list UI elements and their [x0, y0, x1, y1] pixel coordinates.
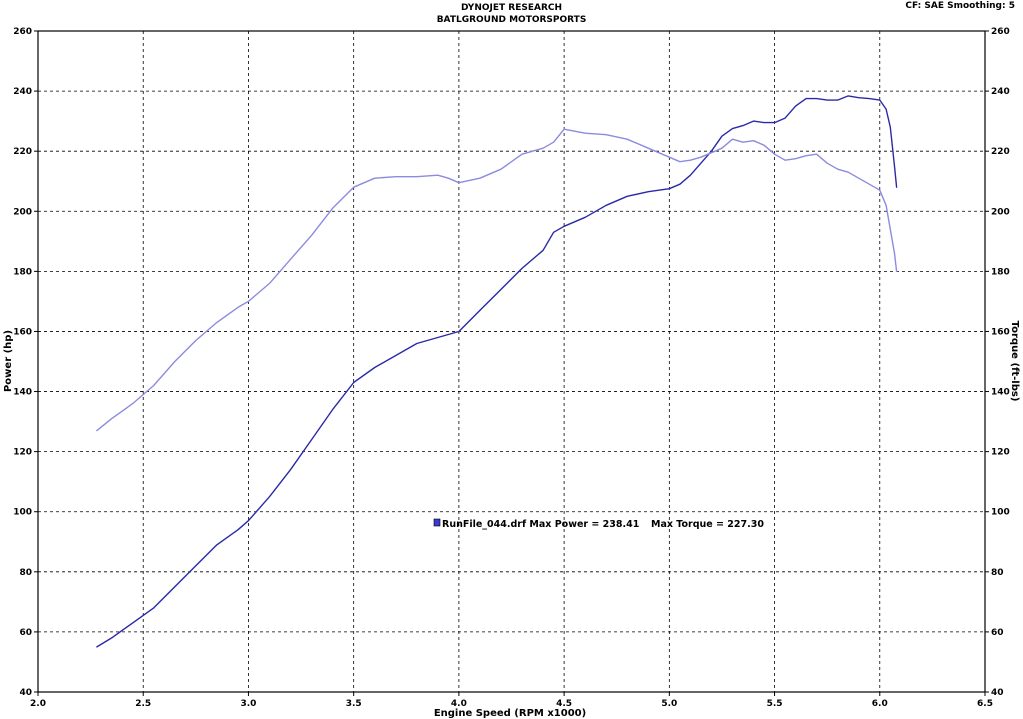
y-tick-label-right: 260 — [991, 27, 1010, 37]
y-tick-label-right: 220 — [991, 147, 1010, 157]
legend-torque-label: Max Torque = 227.30 — [651, 519, 764, 530]
chart-title: DYNOJET RESEARCH — [460, 3, 563, 13]
x-axis-title: Engine Speed (RPM x1000) — [434, 708, 586, 719]
legend-swatch — [433, 518, 441, 527]
x-tick-label: 2.5 — [135, 699, 151, 709]
y-tick-label-right: 140 — [991, 388, 1010, 398]
x-tick-label: 3.5 — [346, 699, 362, 709]
x-tick-label: 5.5 — [767, 699, 783, 709]
legend-power-label: RunFile_044.drf Max Power = 238.41 — [442, 519, 639, 530]
y-tick-label-right: 120 — [991, 448, 1010, 458]
chart-subtitle: BATLGROUND MOTORSPORTS — [436, 15, 587, 25]
correction-settings: CF: SAE Smoothing: 5 — [905, 1, 1015, 11]
y-tick-label-right: 80 — [991, 568, 1004, 578]
torque-curve — [96, 128, 898, 432]
y-tick-label-left: 220 — [13, 147, 32, 157]
y-tick-label-left: 60 — [19, 628, 32, 638]
plot-frame — [37, 30, 986, 693]
y-tick-label-right: 240 — [991, 87, 1010, 97]
x-tick-label: 4.5 — [556, 699, 572, 709]
y-axis-title-right: Torque (ft-lbs) — [1009, 321, 1020, 402]
x-tick-label: 5.0 — [661, 699, 677, 709]
y-tick-label-right: 100 — [991, 508, 1010, 518]
y-tick-label-left: 240 — [13, 87, 32, 97]
y-axis-title-left: Power (hp) — [3, 330, 14, 392]
y-tick-label-left: 180 — [13, 267, 32, 277]
y-tick-label-left: 120 — [13, 448, 32, 458]
y-tick-label-right: 160 — [991, 327, 1010, 337]
y-tick-label-left: 160 — [13, 327, 32, 337]
y-tick-label-left: 260 — [13, 27, 32, 37]
y-tick-label-left: 140 — [13, 388, 32, 398]
y-tick-label-left: 100 — [13, 508, 32, 518]
grid-lines — [38, 31, 985, 692]
y-tick-label-left: 80 — [19, 568, 32, 578]
x-tick-label: 6.0 — [872, 699, 888, 709]
y-tick-label-left: 200 — [13, 207, 32, 217]
power-curve — [96, 95, 898, 648]
y-tick-label-left: 40 — [19, 688, 32, 698]
y-tick-label-right: 60 — [991, 628, 1004, 638]
y-tick-label-right: 40 — [991, 688, 1004, 698]
x-tick-label: 6.5 — [977, 699, 993, 709]
x-tick-label: 3.0 — [240, 699, 256, 709]
x-tick-label: 2.0 — [30, 699, 46, 709]
y-tick-label-right: 180 — [991, 267, 1010, 277]
x-tick-label: 4.0 — [451, 699, 467, 709]
legend: RunFile_044.drf Max Power = 238.41 Max T… — [433, 518, 764, 530]
series-lines — [96, 95, 898, 648]
y-tick-label-right: 200 — [991, 207, 1010, 217]
